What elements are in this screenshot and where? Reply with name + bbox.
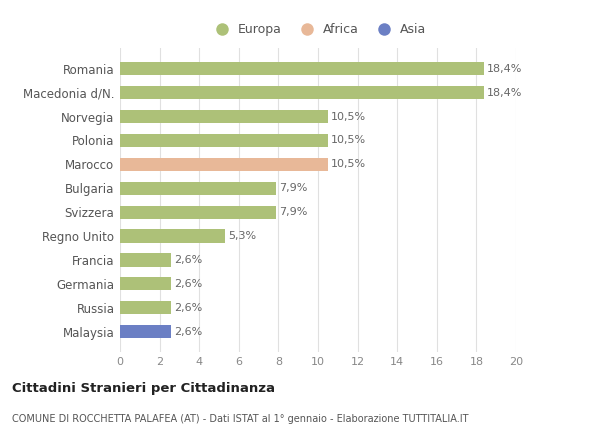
Bar — [120, 182, 277, 195]
Text: 2,6%: 2,6% — [175, 255, 203, 265]
Bar — [120, 230, 225, 242]
Text: 10,5%: 10,5% — [331, 159, 366, 169]
Text: 2,6%: 2,6% — [175, 279, 203, 289]
Bar — [120, 277, 172, 290]
Bar — [120, 301, 172, 314]
Text: 10,5%: 10,5% — [331, 136, 366, 146]
Text: 18,4%: 18,4% — [487, 64, 523, 74]
Text: COMUNE DI ROCCHETTA PALAFEA (AT) - Dati ISTAT al 1° gennaio - Elaborazione TUTTI: COMUNE DI ROCCHETTA PALAFEA (AT) - Dati … — [12, 414, 469, 425]
Text: Cittadini Stranieri per Cittadinanza: Cittadini Stranieri per Cittadinanza — [12, 381, 275, 395]
Bar — [120, 325, 172, 338]
Text: 10,5%: 10,5% — [331, 112, 366, 121]
Bar — [120, 110, 328, 123]
Bar — [120, 62, 484, 75]
Text: 2,6%: 2,6% — [175, 303, 203, 313]
Bar — [120, 253, 172, 267]
Text: 7,9%: 7,9% — [280, 207, 308, 217]
Text: 2,6%: 2,6% — [175, 326, 203, 337]
Text: 18,4%: 18,4% — [487, 88, 523, 98]
Bar — [120, 205, 277, 219]
Text: 7,9%: 7,9% — [280, 183, 308, 193]
Legend: Europa, Africa, Asia: Europa, Africa, Asia — [205, 18, 431, 41]
Text: 5,3%: 5,3% — [228, 231, 256, 241]
Bar — [120, 158, 328, 171]
Bar — [120, 134, 328, 147]
Bar — [120, 86, 484, 99]
